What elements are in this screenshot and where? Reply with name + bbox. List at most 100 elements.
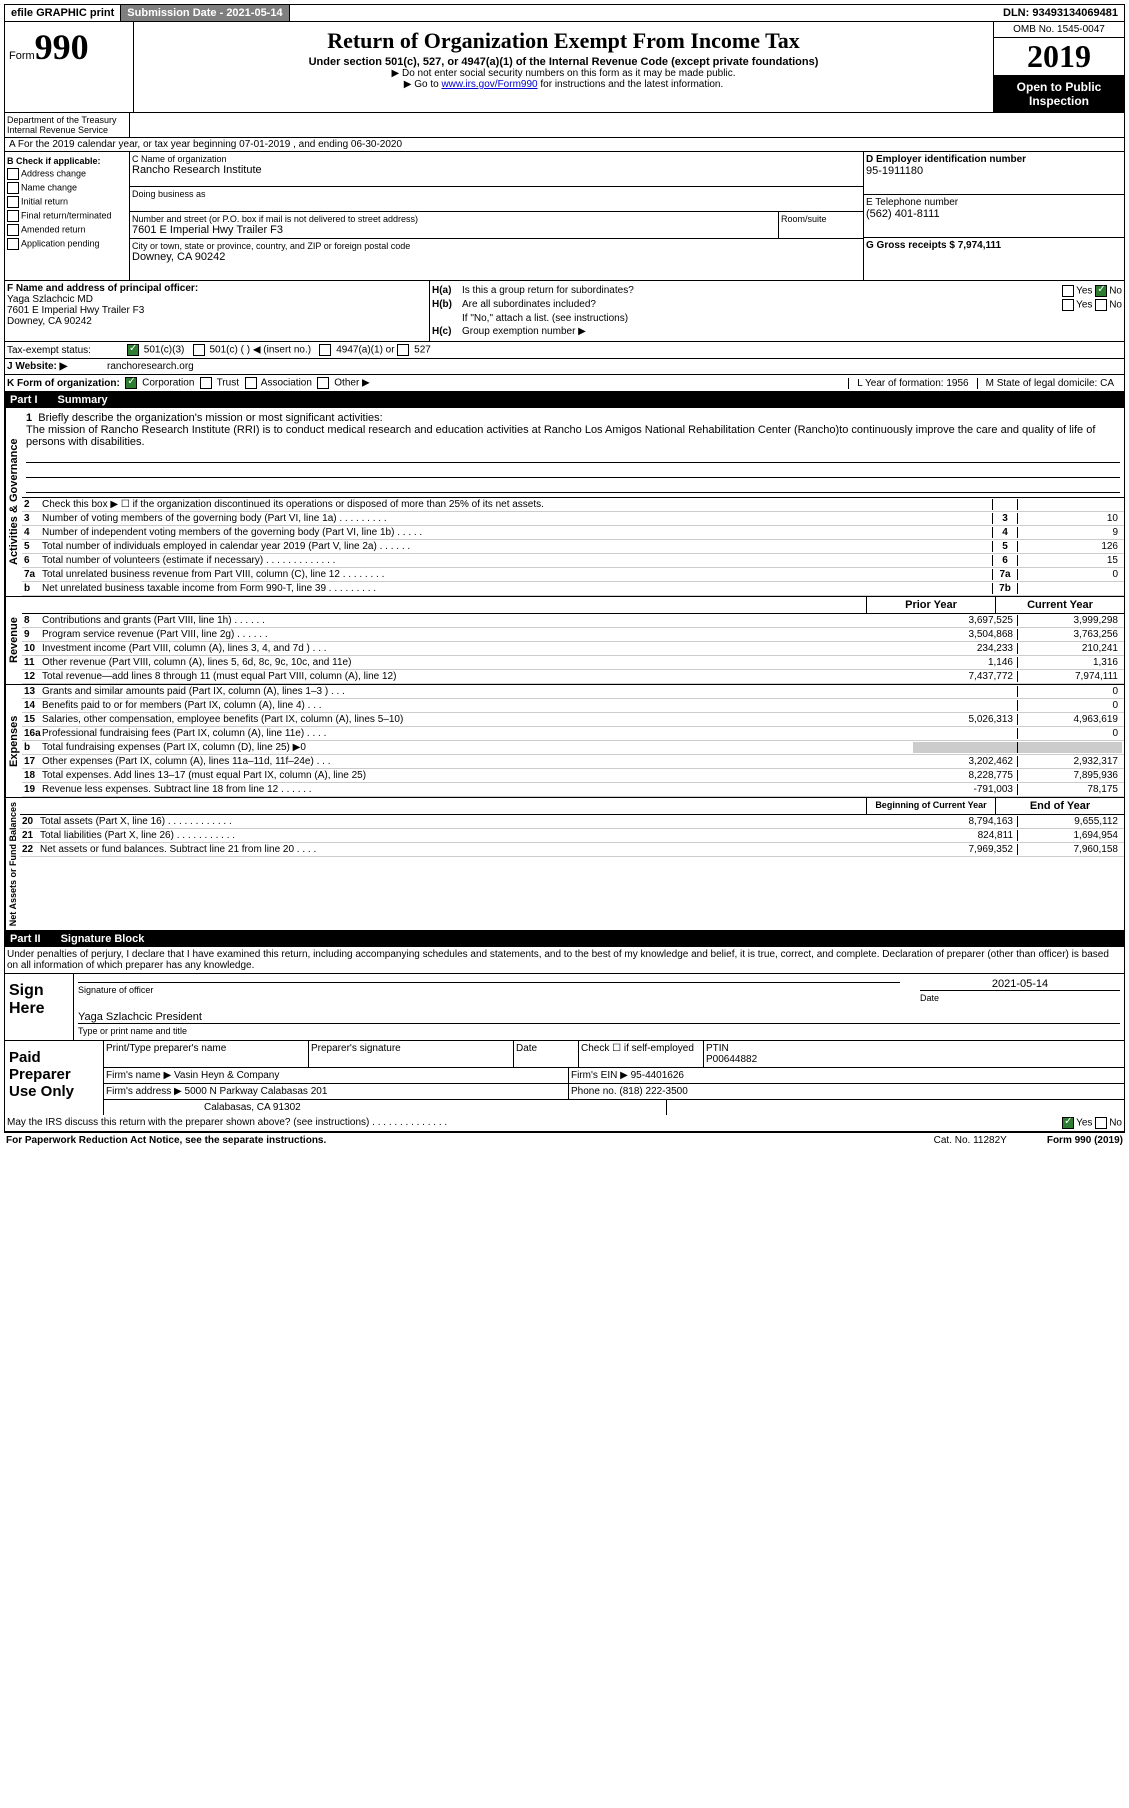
opt-initial[interactable]: Initial return — [7, 196, 127, 208]
opt-final[interactable]: Final return/terminated — [7, 210, 127, 222]
h-box: H(a)Is this a group return for subordina… — [430, 281, 1124, 341]
b-label: B Check if applicable: — [7, 156, 127, 166]
firm-ein: 95-4401626 — [631, 1070, 684, 1081]
data-line: 17Other expenses (Part IX, column (A), l… — [22, 755, 1124, 769]
data-line: 20Total assets (Part X, line 16) . . . .… — [20, 815, 1124, 829]
activities-gov: Activities & Governance 1 Briefly descri… — [4, 408, 1125, 597]
data-line: 19Revenue less expenses. Subtract line 1… — [22, 783, 1124, 797]
domicile: M State of legal domicile: CA — [977, 378, 1122, 389]
501c3[interactable]: 501(c)(3) — [127, 344, 184, 356]
irs-link[interactable]: www.irs.gov/Form990 — [441, 79, 537, 90]
submission-date: Submission Date - 2021-05-14 — [121, 5, 289, 21]
prior-year-h: Prior Year — [866, 597, 995, 613]
data-line: 11Other revenue (Part VIII, column (A), … — [22, 656, 1124, 670]
note2: ▶ Go to www.irs.gov/Form990 for instruct… — [138, 79, 989, 90]
vlabel-net: Net Assets or Fund Balances — [5, 798, 20, 930]
officer-name-title: Yaga Szlachcic President — [78, 1011, 1120, 1023]
tax-status-row: Tax-exempt status: 501(c)(3) 501(c) ( ) … — [4, 342, 1125, 359]
ein-box: D Employer identification number 95-1911… — [864, 152, 1124, 195]
part2-header: Part II Signature Block — [4, 931, 1125, 947]
opt-name[interactable]: Name change — [7, 182, 127, 194]
k-other[interactable]: Other ▶ — [317, 377, 369, 389]
signature-section: Under penalties of perjury, I declare th… — [4, 947, 1125, 1133]
data-line: 13Grants and similar amounts paid (Part … — [22, 685, 1124, 699]
part1-header: Part I Summary — [4, 392, 1125, 408]
officer-name: Yaga Szlachcic MD — [7, 294, 427, 305]
data-line: 8Contributions and grants (Part VIII, li… — [22, 614, 1124, 628]
data-line: bTotal fundraising expenses (Part IX, co… — [22, 741, 1124, 755]
org-name-box: C Name of organization Rancho Research I… — [130, 152, 863, 187]
street: 7601 E Imperial Hwy Trailer F3 — [132, 224, 776, 236]
website-row: J Website: ▶ ranchoresearch.org — [4, 359, 1125, 375]
k-row: K Form of organization: Corporation Trus… — [4, 375, 1125, 392]
org-name: Rancho Research Institute — [132, 164, 861, 176]
gov-line: 5Total number of individuals employed in… — [22, 540, 1124, 554]
data-line: 21Total liabilities (Part X, line 26) . … — [20, 829, 1124, 843]
header-right: OMB No. 1545-0047 2019 Open to Public In… — [993, 22, 1124, 112]
opt-address[interactable]: Address change — [7, 168, 127, 180]
data-line: 16aProfessional fundraising fees (Part I… — [22, 727, 1124, 741]
501c[interactable]: 501(c) ( ) ◀ (insert no.) — [193, 344, 311, 356]
form-ref: Form 990 (2019) — [1047, 1135, 1123, 1146]
return-title: Return of Organization Exempt From Incom… — [138, 28, 989, 54]
sign-here: Sign Here — [5, 974, 74, 1040]
city-box: City or town, state or province, country… — [130, 239, 863, 265]
data-line: 9Program service revenue (Part VIII, lin… — [22, 628, 1124, 642]
paid-preparer: Paid Preparer Use Only Print/Type prepar… — [5, 1040, 1124, 1115]
col-c: C Name of organization Rancho Research I… — [130, 152, 864, 280]
k-assoc[interactable]: Association — [245, 377, 312, 389]
paperwork: For Paperwork Reduction Act Notice, see … — [6, 1135, 326, 1146]
ha-yes-no[interactable]: Yes No — [1062, 285, 1122, 297]
k-corp[interactable]: Corporation — [125, 377, 194, 389]
phone-box: E Telephone number (562) 401-8111 — [864, 195, 1124, 238]
527[interactable]: 527 — [397, 344, 430, 356]
gov-line: 4Number of independent voting members of… — [22, 526, 1124, 540]
data-line: 14Benefits paid to or for members (Part … — [22, 699, 1124, 713]
footer: For Paperwork Reduction Act Notice, see … — [4, 1133, 1125, 1148]
hb-yes-no[interactable]: Yes No — [1062, 299, 1122, 311]
data-line: 22Net assets or fund balances. Subtract … — [20, 843, 1124, 857]
data-line: 18Total expenses. Add lines 13–17 (must … — [22, 769, 1124, 783]
efile-label[interactable]: efile GRAPHIC print — [5, 5, 121, 21]
4947[interactable]: 4947(a)(1) or — [319, 344, 394, 356]
officer-box: F Name and address of principal officer:… — [5, 281, 430, 341]
year-formation: L Year of formation: 1956 — [848, 378, 976, 389]
sig-date: 2021-05-14 — [920, 978, 1120, 990]
firm-phone: (818) 222-3500 — [619, 1086, 687, 1097]
vlabel-rev: Revenue — [5, 597, 22, 684]
gov-line: 6Total number of volunteers (estimate if… — [22, 554, 1124, 568]
phone: (562) 401-8111 — [866, 208, 1122, 220]
mission-text: The mission of Rancho Research Institute… — [26, 424, 1120, 448]
k-trust[interactable]: Trust — [200, 377, 239, 389]
dept-row: Department of the Treasury Internal Reve… — [4, 113, 1125, 138]
discuss-yes-no[interactable]: Yes No — [1062, 1117, 1122, 1129]
opt-amended[interactable]: Amended return — [7, 224, 127, 236]
col-d: D Employer identification number 95-1911… — [864, 152, 1124, 280]
col-b: B Check if applicable: Address change Na… — [5, 152, 130, 280]
gov-line: 3Number of voting members of the governi… — [22, 512, 1124, 526]
end-year-h: End of Year — [995, 798, 1124, 814]
note1: ▶ Do not enter social security numbers o… — [138, 68, 989, 79]
data-line: 15Salaries, other compensation, employee… — [22, 713, 1124, 727]
form-number-box: Form990 — [5, 22, 134, 112]
net-header: Beginning of Current Year End of Year — [20, 798, 1124, 815]
discuss-text: May the IRS discuss this return with the… — [7, 1117, 447, 1129]
gross-box: G Gross receipts $ 7,974,111 — [864, 238, 1124, 280]
gov-line: 2Check this box ▶ ☐ if the organization … — [22, 498, 1124, 512]
gov-line: 7aTotal unrelated business revenue from … — [22, 568, 1124, 582]
sig-fields: Signature of officer 2021-05-14 Date Yag… — [74, 974, 1124, 1040]
vlabel-gov: Activities & Governance — [5, 408, 22, 596]
firm-name: Vasin Heyn & Company — [174, 1070, 279, 1081]
dln: DLN: 93493134069481 — [997, 5, 1124, 21]
cat-no: Cat. No. 11282Y — [934, 1135, 1007, 1146]
opt-pending[interactable]: Application pending — [7, 238, 127, 250]
subtitle: Under section 501(c), 527, or 4947(a)(1)… — [138, 56, 989, 68]
dba-box: Doing business as — [130, 187, 863, 212]
paid-label: Paid Preparer Use Only — [5, 1041, 104, 1115]
data-line: 12Total revenue—add lines 8 through 11 (… — [22, 670, 1124, 684]
expenses-section: Expenses 13Grants and similar amounts pa… — [4, 685, 1125, 798]
form-label: Form — [9, 50, 35, 62]
vlabel-exp: Expenses — [5, 685, 22, 797]
website: ranchoresearch.org — [107, 361, 194, 372]
rev-header: Prior Year Current Year — [22, 597, 1124, 614]
